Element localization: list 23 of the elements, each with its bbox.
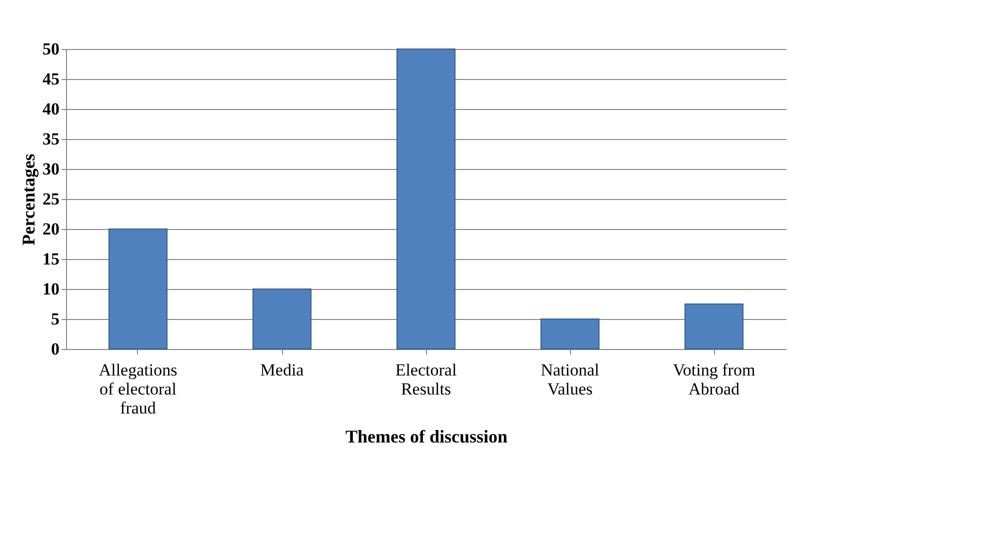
y-tick-label: 5 <box>51 310 60 328</box>
y-tick-label: 35 <box>42 130 60 148</box>
y-tick-label: 40 <box>42 100 60 118</box>
y-tick-label: 45 <box>42 70 60 88</box>
y-axis-title: Percentages <box>18 154 38 246</box>
bar <box>252 288 312 350</box>
y-tick-label: 20 <box>42 220 60 238</box>
x-tick-label: Media <box>260 360 304 380</box>
bar <box>396 48 456 350</box>
y-tick-label: 0 <box>51 340 60 358</box>
x-tick-label: Voting from Abroad <box>672 360 756 398</box>
y-tick-label: 30 <box>42 160 60 178</box>
bar <box>540 318 600 350</box>
y-tick-label: 50 <box>42 40 60 58</box>
y-tick-label: 15 <box>42 250 60 268</box>
x-tick-label: National Values <box>540 360 600 398</box>
x-tick-label: Electoral Results <box>395 360 457 398</box>
y-tick-label: 10 <box>42 280 60 298</box>
bar <box>684 304 744 350</box>
y-tick-label: 25 <box>42 190 60 208</box>
x-axis-title: Themes of discussion <box>345 426 508 446</box>
bar <box>108 228 168 350</box>
x-tick-label: Allegations of electoral fraud <box>98 360 178 418</box>
